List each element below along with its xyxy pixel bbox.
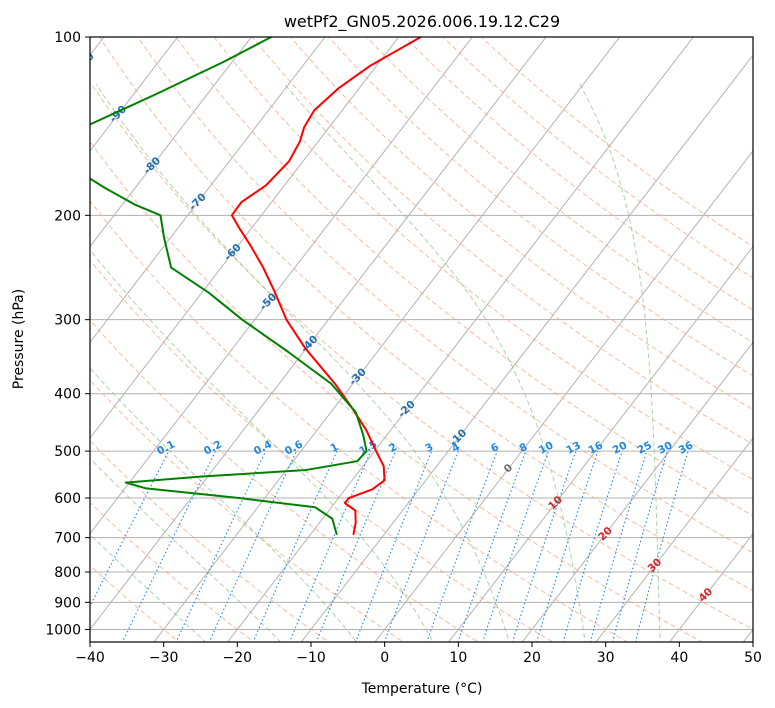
moist-adiabat bbox=[579, 83, 661, 642]
isotherm-line bbox=[90, 37, 326, 344]
x-tick-label: −30 bbox=[149, 650, 179, 666]
mixing-ratio-line bbox=[288, 450, 372, 642]
dry-adiabat bbox=[99, 37, 753, 592]
dry-adiabat bbox=[90, 319, 479, 642]
sounding-profiles bbox=[90, 37, 422, 535]
dry-adiabat bbox=[251, 37, 753, 445]
y-tick-label: 900 bbox=[54, 595, 81, 611]
isotherm-line bbox=[90, 37, 400, 439]
dry-adiabat bbox=[480, 37, 753, 248]
x-tick-label: 50 bbox=[744, 650, 762, 666]
moist-adiabat bbox=[90, 249, 434, 642]
temperature-profile-line bbox=[230, 37, 422, 535]
dry-adiabat bbox=[366, 37, 753, 344]
x-axis-ticks: −40 −30 −20 −10 0 10 20 30 40 50 bbox=[75, 642, 762, 666]
dry-adiabat bbox=[175, 37, 753, 517]
dry-adiabat bbox=[137, 37, 753, 554]
mixing-ratio-line bbox=[634, 450, 689, 642]
x-tick-label: −40 bbox=[75, 650, 105, 666]
x-tick-label: −10 bbox=[296, 650, 326, 666]
isotherm-line bbox=[90, 37, 252, 248]
mixing-ratio-line bbox=[612, 450, 668, 642]
mixing-ratio-line bbox=[90, 450, 170, 608]
y-tick-label: 100 bbox=[54, 30, 81, 46]
skewed-isotherms bbox=[90, 37, 753, 642]
mixing-ratio-line bbox=[252, 450, 338, 642]
dry-adiabats bbox=[90, 37, 753, 642]
y-tick-label: 600 bbox=[54, 491, 81, 507]
dry-adiabat bbox=[90, 379, 405, 642]
mixing-ratio-line bbox=[355, 450, 433, 642]
dry-adiabat bbox=[327, 37, 753, 377]
dewpoint-profile-line bbox=[90, 37, 368, 535]
dry-adiabat bbox=[213, 37, 753, 481]
axes-frame bbox=[89, 36, 754, 643]
plot-area: 0.10.20.40.611.52346810131620253036-100-… bbox=[90, 37, 753, 642]
y-tick-label: 1000 bbox=[45, 622, 81, 638]
mixing-ratio-line bbox=[208, 450, 297, 642]
isotherm-line bbox=[448, 245, 753, 642]
isotherm-line bbox=[669, 532, 753, 642]
x-tick-label: 40 bbox=[670, 650, 688, 666]
dry-adiabat bbox=[90, 440, 330, 642]
isotherm-line bbox=[374, 150, 753, 642]
mixing-ratio-line bbox=[589, 450, 648, 642]
chart-title: wetPf2_GN05.2026.006.19.12.C29 bbox=[284, 12, 560, 32]
x-tick-label: 20 bbox=[523, 650, 541, 666]
mixing-ratio-line bbox=[383, 450, 459, 642]
mixing-ratio-lines bbox=[90, 450, 689, 642]
pressure-gridlines bbox=[90, 37, 753, 630]
x-axis-label: Temperature (°C) bbox=[361, 681, 483, 697]
y-tick-label: 500 bbox=[54, 444, 81, 460]
mixing-ratio-line bbox=[315, 450, 397, 642]
y-tick-label: 200 bbox=[54, 208, 81, 224]
isotherm-line bbox=[300, 54, 753, 642]
mixing-ratio-line bbox=[562, 450, 623, 642]
dry-adiabat bbox=[442, 37, 753, 279]
isotherm-line bbox=[90, 37, 547, 631]
isotherm-line bbox=[595, 437, 753, 642]
x-tick-label: −20 bbox=[223, 650, 253, 666]
moist-adiabat bbox=[90, 367, 358, 642]
isotherm-line bbox=[521, 341, 753, 642]
mixing-ratio-line bbox=[536, 450, 599, 642]
isotherm-line bbox=[90, 37, 179, 152]
moist-adiabat bbox=[283, 83, 586, 642]
mixing-ratio-line bbox=[121, 450, 217, 642]
isotherm-line bbox=[90, 37, 473, 535]
x-tick-label: 0 bbox=[380, 650, 389, 666]
y-tick-label: 300 bbox=[54, 313, 81, 329]
mixing-ratio-line bbox=[175, 450, 267, 642]
dry-adiabat bbox=[90, 140, 704, 642]
y-tick-label: 400 bbox=[54, 387, 81, 403]
x-tick-label: 10 bbox=[449, 650, 467, 666]
dry-adiabat bbox=[90, 501, 255, 642]
isotherm-line bbox=[153, 37, 621, 642]
y-tick-label: 700 bbox=[54, 531, 81, 547]
plot-background bbox=[90, 37, 753, 642]
isotherm-line bbox=[227, 37, 694, 642]
moist-adiabat bbox=[90, 457, 282, 642]
y-axis-label: Pressure (hPa) bbox=[11, 289, 27, 389]
dry-adiabat bbox=[90, 259, 554, 642]
y-tick-label: 800 bbox=[54, 565, 81, 581]
dry-adiabat bbox=[90, 81, 753, 631]
y-axis-ticks: 100 200 300 400 500 600 700 800 900 1000 bbox=[45, 30, 90, 638]
dry-adiabat bbox=[90, 200, 629, 642]
x-tick-label: 30 bbox=[597, 650, 615, 666]
